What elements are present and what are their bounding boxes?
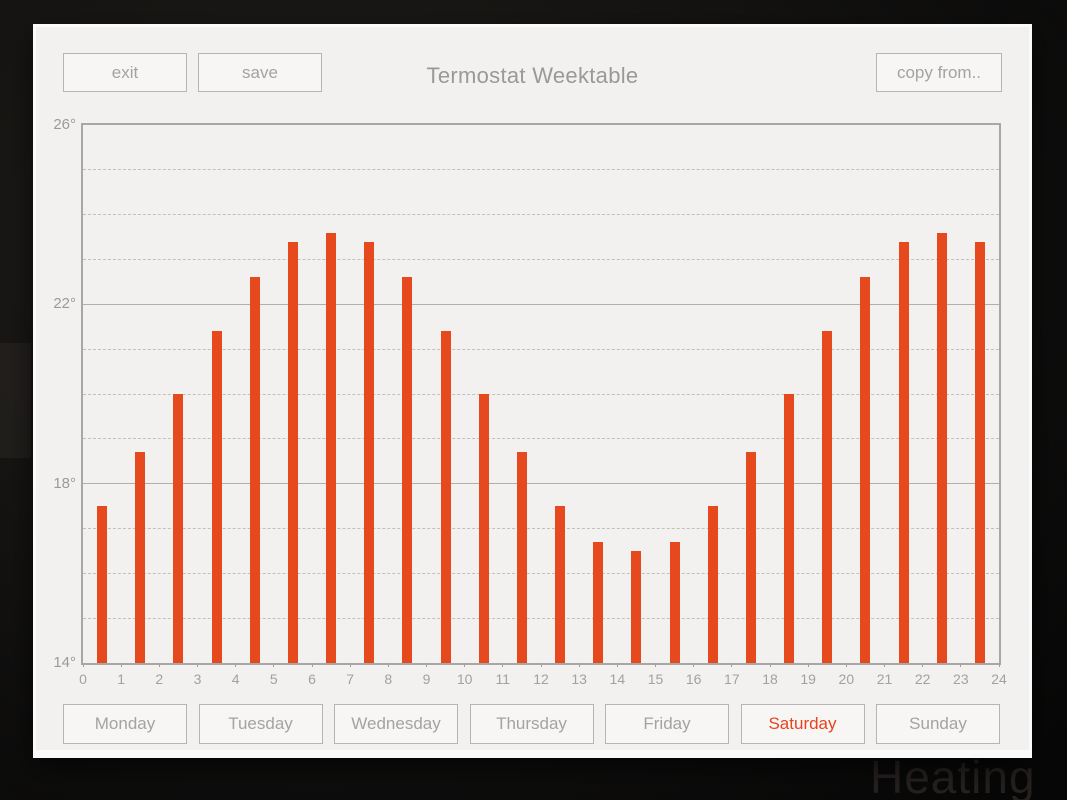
- gridline-18deg: [83, 483, 999, 485]
- exit-button[interactable]: exit: [63, 53, 187, 92]
- background-heating-label: Heating: [870, 751, 1036, 800]
- x-axis-label-10: 10: [456, 671, 473, 687]
- day-tab-wednesday[interactable]: Wednesday: [334, 704, 458, 744]
- bar-hour-18[interactable]: [784, 394, 795, 663]
- bar-hour-19[interactable]: [822, 331, 833, 663]
- x-axis-label-2: 2: [155, 671, 164, 687]
- y-axis-label-26: 26°: [53, 116, 76, 133]
- x-axis-label-0: 0: [79, 671, 87, 687]
- gridline-25deg: [83, 169, 999, 171]
- day-tab-thursday[interactable]: Thursday: [469, 704, 594, 744]
- x-axis-label-7: 7: [346, 671, 355, 687]
- bar-hour-4[interactable]: [249, 277, 260, 663]
- bar-hour-10[interactable]: [478, 394, 489, 663]
- gridline-16deg: [83, 572, 999, 574]
- bar-hour-0[interactable]: [97, 506, 108, 663]
- temperature-chart: [81, 123, 1001, 665]
- x-axis-label-18: 18: [762, 671, 778, 687]
- bar-hour-6[interactable]: [326, 232, 337, 663]
- x-axis-label-9: 9: [422, 671, 431, 687]
- y-axis-label-14: 14°: [53, 654, 76, 671]
- bar-hour-11[interactable]: [516, 452, 527, 663]
- x-axis-label-24: 24: [991, 671, 1007, 687]
- x-axis-label-3: 3: [193, 671, 202, 687]
- bar-hour-15[interactable]: [669, 541, 680, 663]
- bar-hour-17[interactable]: [745, 452, 756, 663]
- gridline-24deg: [83, 214, 999, 216]
- day-tab-monday[interactable]: Monday: [63, 704, 187, 744]
- day-tab-friday[interactable]: Friday: [605, 704, 729, 744]
- day-tabs: Monday Tuesday Wednesday Thursday Friday Satu…: [63, 704, 1000, 744]
- x-axis-label-19: 19: [800, 671, 816, 687]
- day-tab-tuesday[interactable]: Tuesday: [198, 704, 323, 744]
- save-button[interactable]: save: [198, 53, 322, 92]
- bar-hour-22[interactable]: [936, 232, 947, 663]
- x-axis-label-23: 23: [953, 671, 969, 687]
- x-axis-label-15: 15: [647, 671, 664, 687]
- x-axis-label-11: 11: [495, 671, 511, 687]
- bar-hour-14[interactable]: [631, 550, 642, 663]
- bar-hour-7[interactable]: [364, 241, 375, 663]
- bar-hour-12[interactable]: [555, 506, 566, 663]
- x-axis-label-21: 21: [876, 671, 893, 687]
- gridline-17deg: [83, 528, 999, 529]
- background-panel-fragment: [0, 343, 31, 458]
- x-axis-label-12: 12: [533, 671, 549, 687]
- gridline-23deg: [83, 259, 999, 260]
- bar-hour-20[interactable]: [860, 277, 871, 663]
- bar-hour-21[interactable]: [898, 241, 909, 663]
- day-tab-sunday[interactable]: Sunday: [876, 704, 1000, 744]
- gridline-20deg: [83, 393, 999, 395]
- day-tab-saturday[interactable]: Saturday: [740, 704, 865, 744]
- bar-hour-16[interactable]: [707, 506, 718, 663]
- page-title: Termostat Weektable: [426, 63, 639, 88]
- x-axis-label-14: 14: [609, 671, 626, 687]
- x-axis-label-20: 20: [838, 671, 855, 687]
- bar-hour-8[interactable]: [402, 277, 413, 663]
- x-axis-label-13: 13: [571, 671, 587, 687]
- dialog-content: exit save Termostat Weektable copy from.…: [36, 27, 1029, 750]
- bar-hour-23[interactable]: [974, 241, 985, 663]
- weektable-dialog: exit save Termostat Weektable copy from.…: [33, 24, 1032, 758]
- bar-hour-3[interactable]: [211, 331, 222, 663]
- gridline-21deg: [83, 348, 999, 350]
- bar-hour-9[interactable]: [440, 331, 451, 663]
- gridline-22deg: [83, 303, 999, 305]
- x-axis-label-5: 5: [269, 671, 278, 687]
- x-axis-label-22: 22: [914, 671, 931, 687]
- x-axis-label-6: 6: [308, 671, 316, 687]
- x-axis-label-17: 17: [724, 671, 740, 687]
- x-axis-label-1: 1: [117, 671, 126, 687]
- x-axis-label-8: 8: [384, 671, 393, 687]
- gridline-19deg: [83, 438, 999, 440]
- bar-hour-5[interactable]: [287, 241, 298, 663]
- x-axis-label-16: 16: [685, 671, 702, 687]
- bar-hour-13[interactable]: [593, 541, 604, 663]
- y-axis-label-22: 22°: [53, 295, 76, 313]
- bar-hour-1[interactable]: [135, 452, 146, 663]
- gridline-15deg: [83, 617, 999, 619]
- x-axis-label-4: 4: [231, 671, 240, 687]
- bar-hour-2[interactable]: [173, 394, 184, 663]
- y-axis-label-18: 18°: [53, 474, 76, 492]
- copy-from-button[interactable]: copy from..: [876, 53, 1002, 92]
